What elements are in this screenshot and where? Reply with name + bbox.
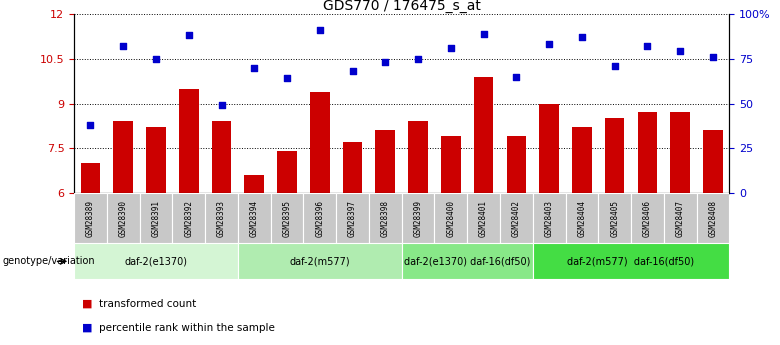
Point (84, 122, 97, 128)
Bar (566, 193, 598, 243)
Bar (598, 193, 631, 243)
Bar (238, 193, 271, 243)
Point (117, 43, 129, 49)
Point (215, 102, 228, 108)
Text: GSM28391: GSM28391 (151, 200, 161, 237)
Text: GSM28402: GSM28402 (512, 200, 521, 237)
Point (576, 34, 588, 40)
Text: GSM28394: GSM28394 (250, 200, 259, 237)
Bar (113, 121, 133, 345)
Text: GSM28407: GSM28407 (675, 200, 685, 237)
Text: daf-2(m577)  daf-16(df50): daf-2(m577) daf-16(df50) (568, 256, 694, 266)
Bar (244, 175, 264, 345)
Bar (604, 118, 625, 345)
Text: transformed count: transformed count (99, 299, 197, 308)
Bar (310, 91, 330, 345)
Bar (107, 193, 140, 243)
Text: GSM28406: GSM28406 (643, 200, 652, 237)
Point (281, 76, 293, 81)
Bar (533, 193, 566, 243)
Point (346, 68, 359, 74)
Bar (211, 121, 232, 345)
Text: GSM28390: GSM28390 (119, 200, 128, 237)
Text: GSM28398: GSM28398 (381, 200, 390, 237)
Point (608, 63, 621, 69)
Point (248, 65, 261, 70)
Bar (74, 243, 238, 279)
Bar (172, 193, 205, 243)
Bar (539, 104, 559, 345)
Bar (631, 193, 664, 243)
Text: GSM28403: GSM28403 (544, 200, 554, 237)
Point (445, 45, 457, 51)
Text: GSM28405: GSM28405 (610, 200, 619, 237)
Bar (238, 243, 402, 279)
Bar (473, 77, 494, 345)
Text: GSM28389: GSM28389 (86, 200, 95, 237)
Text: GSM28393: GSM28393 (217, 200, 226, 237)
Text: GSM28395: GSM28395 (282, 200, 292, 237)
Point (412, 56, 424, 61)
Text: GSM28397: GSM28397 (348, 200, 357, 237)
Text: GSM28401: GSM28401 (479, 200, 488, 237)
Bar (342, 142, 363, 345)
Bar (146, 127, 166, 345)
Bar (402, 243, 533, 279)
Bar (506, 136, 526, 345)
Bar (572, 127, 592, 345)
Title: GDS770 / 176475_s_at: GDS770 / 176475_s_at (323, 0, 480, 13)
Point (510, 74, 523, 79)
Bar (703, 130, 723, 345)
Bar (271, 193, 303, 243)
Point (379, 59, 392, 65)
Point (150, 56, 162, 61)
Text: ■: ■ (82, 299, 92, 308)
Bar (402, 193, 434, 243)
Bar (140, 193, 172, 243)
Text: daf-2(e1370): daf-2(e1370) (125, 256, 187, 266)
Point (314, 27, 326, 33)
Bar (697, 193, 729, 243)
Point (543, 41, 555, 47)
Text: GSM28399: GSM28399 (413, 200, 423, 237)
Bar (664, 193, 697, 243)
Text: daf-2(e1370) daf-16(df50): daf-2(e1370) daf-16(df50) (404, 256, 530, 266)
Bar (179, 89, 199, 345)
Point (477, 31, 490, 36)
Bar (637, 112, 658, 345)
Text: GSM28404: GSM28404 (577, 200, 587, 237)
Bar (369, 193, 402, 243)
Bar (74, 193, 107, 243)
Bar (500, 193, 533, 243)
Text: GSM28408: GSM28408 (708, 200, 718, 237)
Bar (277, 151, 297, 345)
Bar (336, 193, 369, 243)
Bar (670, 112, 690, 345)
Bar (441, 136, 461, 345)
Bar (375, 130, 395, 345)
Point (674, 49, 686, 54)
Text: GSM28392: GSM28392 (184, 200, 193, 237)
Text: GSM28396: GSM28396 (315, 200, 324, 237)
Bar (467, 193, 500, 243)
Point (183, 32, 195, 38)
Point (641, 43, 654, 49)
Point (707, 54, 719, 60)
Text: ■: ■ (82, 323, 92, 333)
Text: genotype/variation: genotype/variation (2, 256, 95, 266)
Bar (80, 163, 101, 345)
Bar (533, 243, 729, 279)
Text: GSM28400: GSM28400 (446, 200, 456, 237)
Bar (205, 193, 238, 243)
Bar (303, 193, 336, 243)
Bar (434, 193, 467, 243)
Bar (408, 121, 428, 345)
Text: daf-2(m577): daf-2(m577) (289, 256, 350, 266)
Text: percentile rank within the sample: percentile rank within the sample (99, 323, 275, 333)
